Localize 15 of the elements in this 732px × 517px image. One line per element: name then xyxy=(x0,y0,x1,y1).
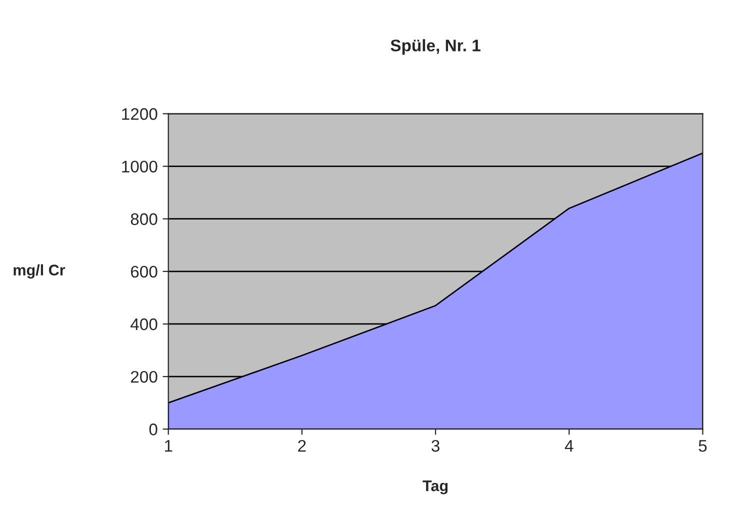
y-tick-label: 200 xyxy=(130,370,158,383)
x-axis-title: Tag xyxy=(422,480,448,494)
y-axis-title: mg/l Cr xyxy=(14,264,66,279)
x-tick-label: 1 xyxy=(164,440,172,452)
y-tick-label: 0 xyxy=(149,424,158,436)
x-tick-label: 4 xyxy=(564,440,574,452)
chart-title: Spüle, Nr. 1 xyxy=(390,39,480,55)
x-tick-label: 5 xyxy=(698,440,707,452)
y-tick-label: 1200 xyxy=(122,108,158,120)
x-tick-label: 2 xyxy=(298,440,306,452)
y-tick-label: 800 xyxy=(130,213,158,226)
x-tick-label: 3 xyxy=(432,440,440,452)
y-tick-label: 600 xyxy=(130,266,158,278)
y-tick-label: 400 xyxy=(130,318,158,330)
y-tick-label: 1000 xyxy=(122,160,158,173)
